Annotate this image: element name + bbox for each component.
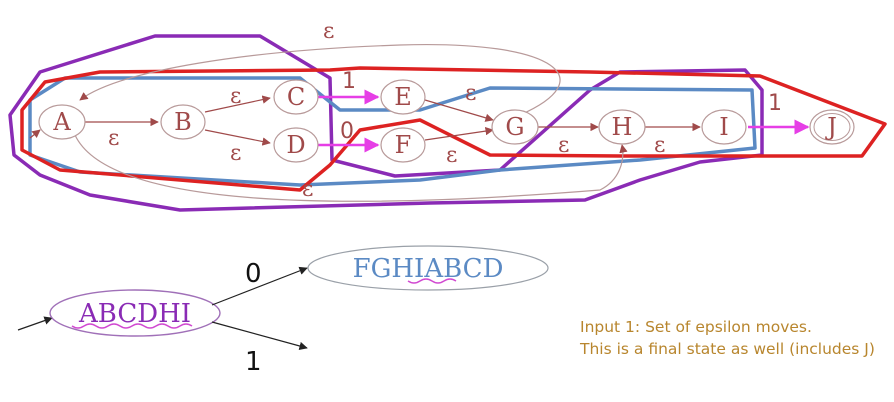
dfa-edge-0 <box>211 266 308 306</box>
dfa-edge-0-label: 0 <box>245 259 262 289</box>
state-f: F <box>380 127 426 163</box>
state-a: A <box>38 104 86 140</box>
edge-b-c <box>204 95 271 113</box>
state-c: C <box>273 79 319 115</box>
annotation-note: Input 1: Set of epsilon moves. This is a… <box>580 316 875 360</box>
edge-b-d <box>204 129 271 146</box>
edge-f-g <box>424 126 494 141</box>
state-i: I <box>701 109 747 145</box>
state-e: E <box>380 79 426 115</box>
edge-g-a <box>79 43 561 116</box>
label-eps-e-g: ε <box>465 81 476 106</box>
state-j-final: J <box>809 109 855 145</box>
edge-start-a <box>29 129 41 139</box>
note-line-2: This is a final state as well (includes … <box>580 340 875 358</box>
state-g-label: G <box>505 113 524 141</box>
label-eps-b-c: ε <box>230 84 241 109</box>
label-eps-b-d: ε <box>230 141 241 166</box>
state-a-label: A <box>52 108 71 136</box>
red-group-outline <box>20 66 887 192</box>
note-line-1: Input 1: Set of epsilon moves. <box>580 318 812 336</box>
label-eps-f-g: ε <box>446 143 457 168</box>
state-e-label: E <box>394 83 412 111</box>
dfa-edge-1 <box>211 321 308 351</box>
state-d: D <box>273 127 319 163</box>
label-eps-bottom: ε <box>302 177 313 202</box>
label-1-i-j: 1 <box>768 91 782 116</box>
state-c-label: C <box>287 83 305 111</box>
state-j-label: J <box>824 113 837 141</box>
label-eps-a-b: ε <box>108 126 119 151</box>
dfa-state-abcdhi: ABCDHI <box>49 289 221 337</box>
underline-squiggle <box>71 323 193 329</box>
state-h: H <box>598 109 646 145</box>
state-b: B <box>160 104 206 140</box>
edge-a-h <box>74 134 628 202</box>
label-1-c-e: 1 <box>342 69 356 94</box>
purple-group-outline <box>8 34 764 212</box>
state-g: G <box>491 109 539 145</box>
state-h-label: H <box>612 113 633 141</box>
state-i-label: I <box>719 113 728 141</box>
dfa-state-fghiabcd: FGHIABCD <box>307 245 549 291</box>
label-0-d-f: 0 <box>340 119 354 144</box>
state-b-label: B <box>174 108 192 136</box>
dfa-edge-1-label: 1 <box>245 347 262 377</box>
label-eps-top: ε <box>323 19 334 44</box>
state-d-label: D <box>286 131 305 159</box>
underline-squiggle-2 <box>407 278 457 284</box>
label-eps-h-i: ε <box>654 133 665 158</box>
edge-e-g <box>424 99 494 122</box>
dfa-start-arrow <box>17 316 53 331</box>
state-f-label: F <box>395 131 412 159</box>
label-eps-g-h: ε <box>558 133 569 158</box>
